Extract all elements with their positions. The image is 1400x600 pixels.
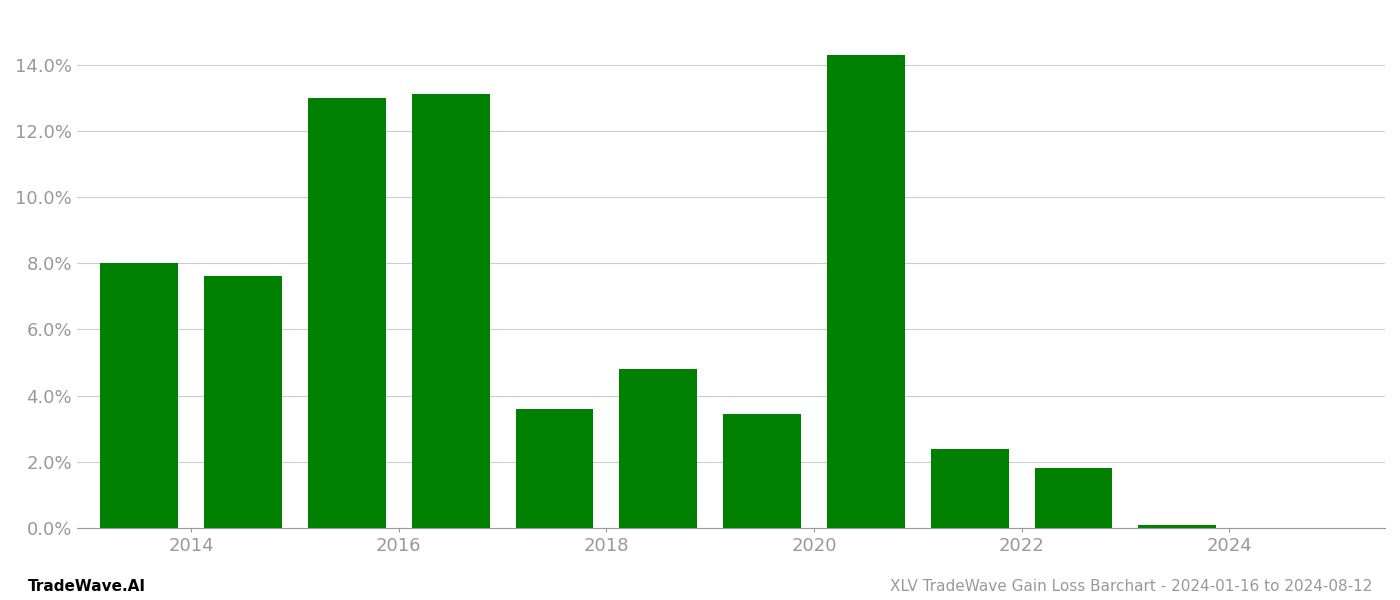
Bar xyxy=(619,369,697,528)
Text: XLV TradeWave Gain Loss Barchart - 2024-01-16 to 2024-08-12: XLV TradeWave Gain Loss Barchart - 2024-… xyxy=(889,579,1372,594)
Text: TradeWave.AI: TradeWave.AI xyxy=(28,579,146,594)
Bar xyxy=(931,449,1008,528)
Bar xyxy=(827,55,904,528)
Bar xyxy=(1035,469,1113,528)
Bar xyxy=(204,277,281,528)
Bar xyxy=(724,414,801,528)
Bar xyxy=(101,263,178,528)
Bar xyxy=(412,94,490,528)
Bar xyxy=(515,409,594,528)
Bar xyxy=(308,98,386,528)
Bar xyxy=(1138,524,1217,528)
